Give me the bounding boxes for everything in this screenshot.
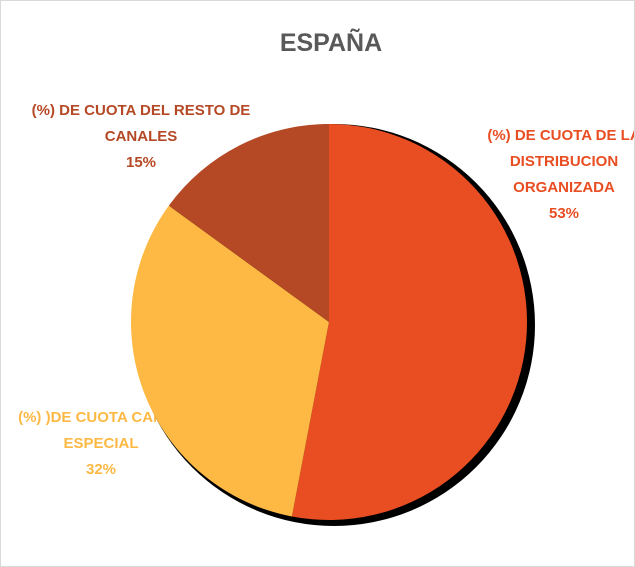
category-label: (%) DE CUOTA DE LA DISTRIBUCION ORGANIZA…	[487, 127, 635, 196]
category-label: (%) )DE CUOTA CANAL ESPECIAL	[18, 409, 184, 452]
value-label: 15%	[125, 154, 157, 171]
pie-slice	[168, 124, 329, 322]
data-label: (%) DE CUOTA DEL RESTO DE CANALES 15%	[21, 98, 261, 176]
pie-slice	[291, 124, 528, 520]
pie-slice	[131, 205, 329, 517]
chart-title: ESPAÑA	[279, 29, 383, 57]
data-label: (%) )DE CUOTA CANAL ESPECIAL 32%	[11, 405, 191, 483]
data-label: (%) DE CUOTA DE LA DISTRIBUCION ORGANIZA…	[479, 123, 635, 227]
value-label: 32%	[85, 461, 117, 478]
category-label: (%) DE CUOTA DEL RESTO DE CANALES	[31, 102, 251, 145]
value-label: 53%	[548, 205, 580, 222]
